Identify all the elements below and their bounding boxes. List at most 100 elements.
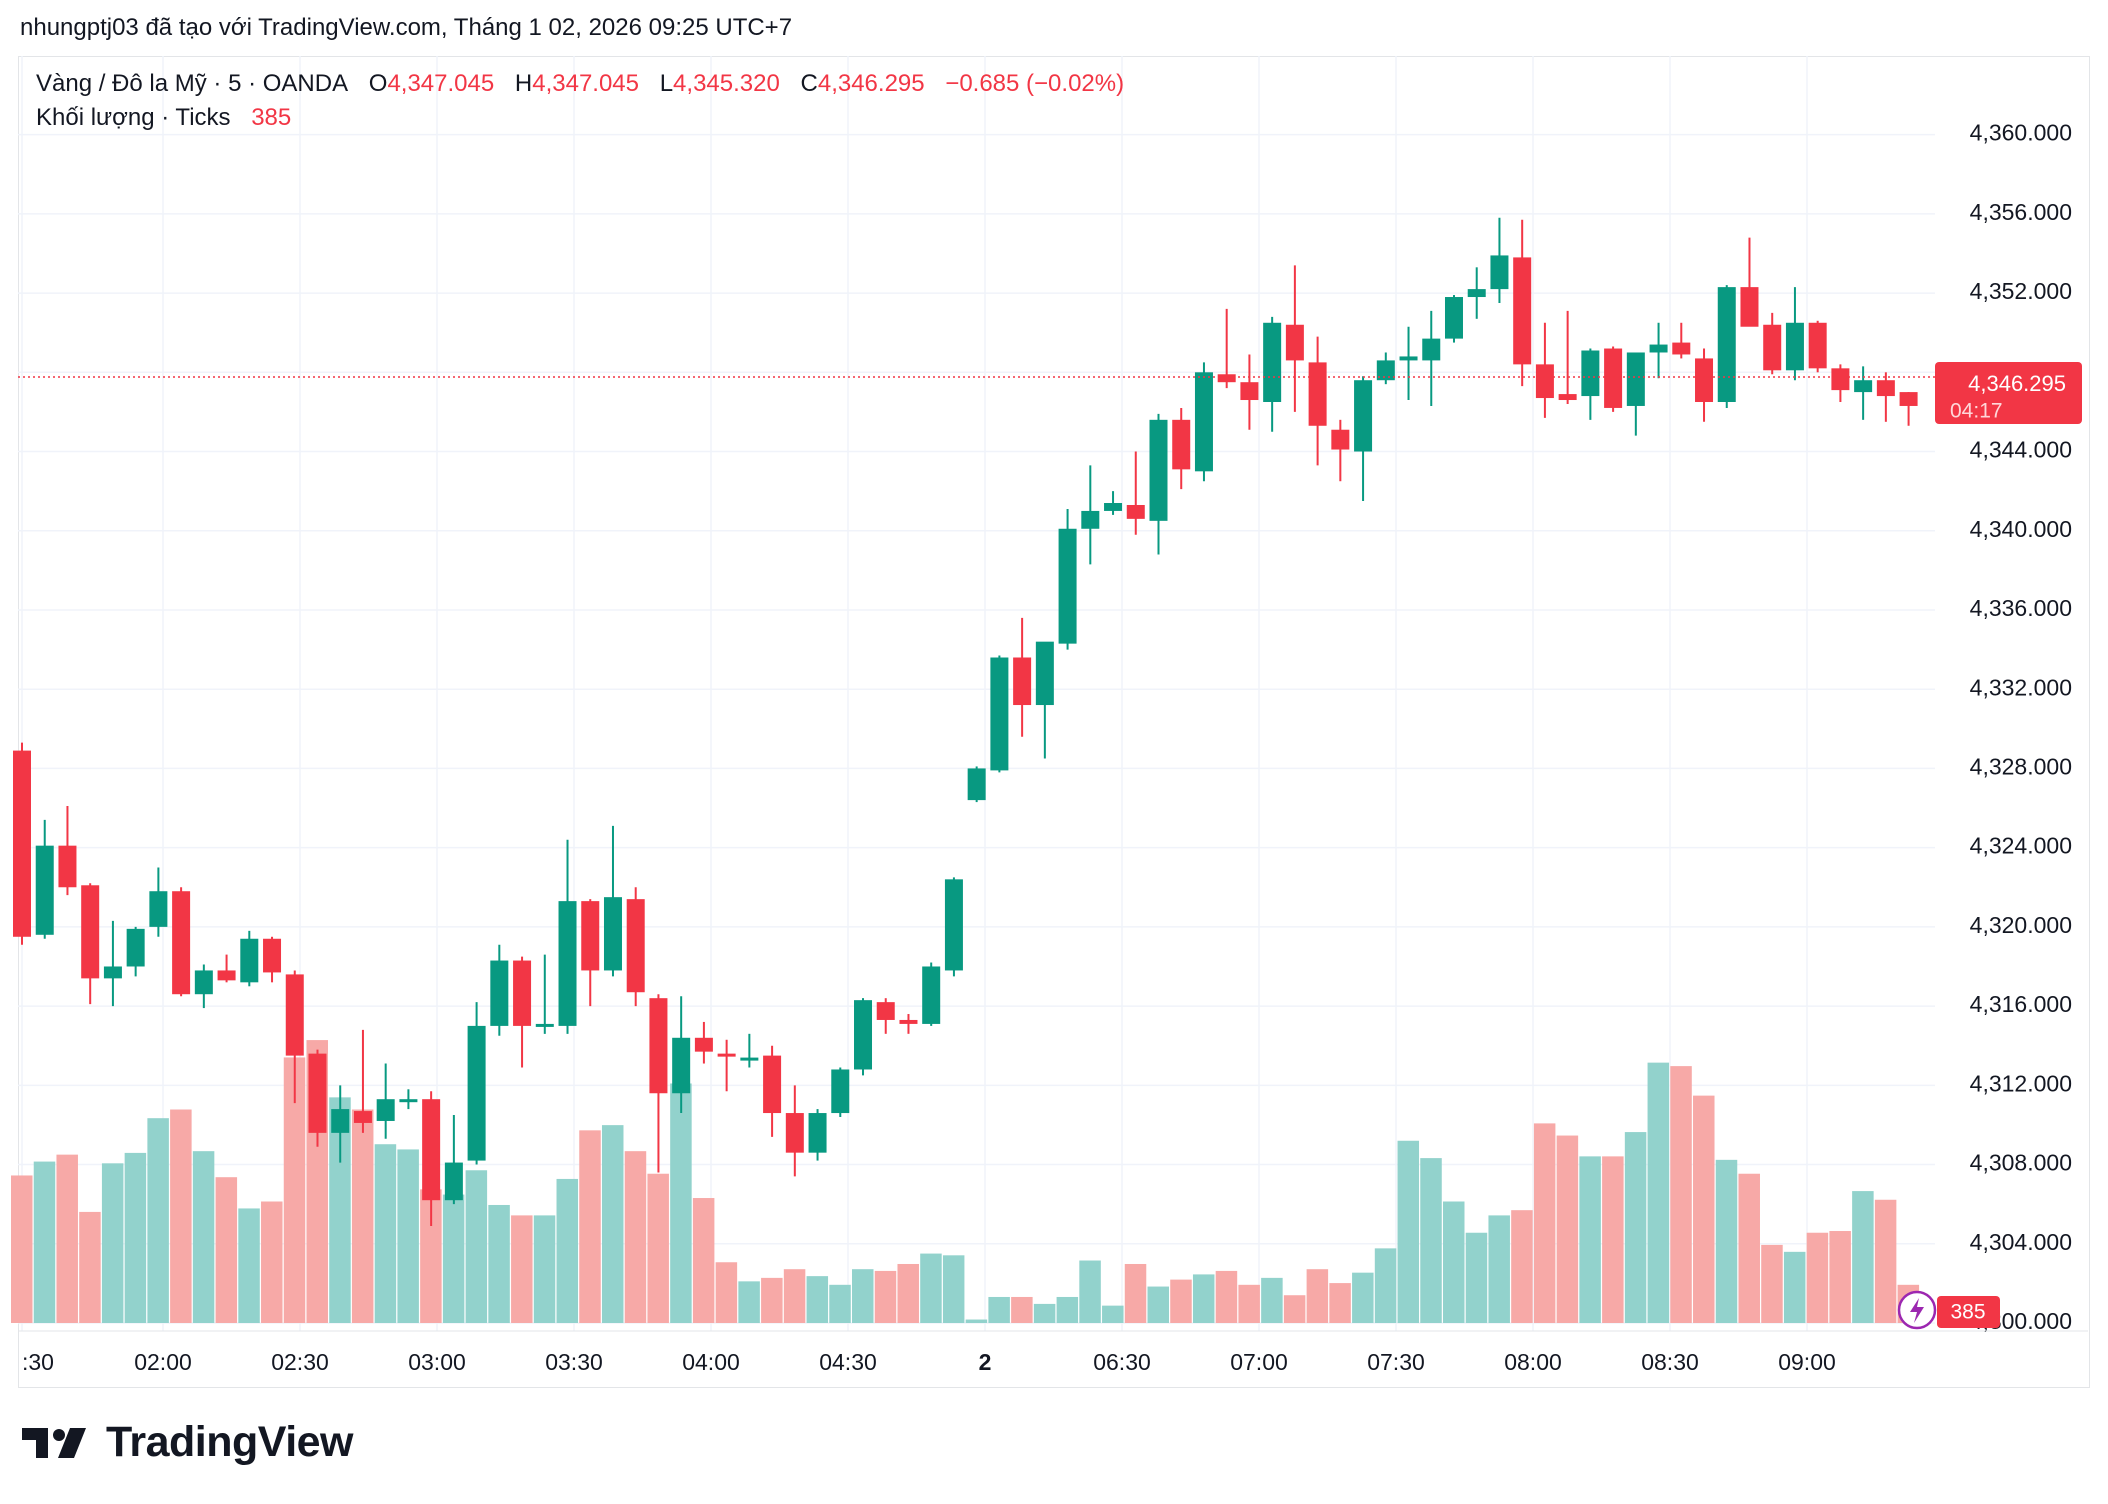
candle-body[interactable]: [967, 768, 986, 801]
candle-body[interactable]: [353, 1111, 372, 1123]
candle-body[interactable]: [422, 1099, 441, 1201]
candle-body[interactable]: [535, 1023, 554, 1027]
candle-body[interactable]: [149, 891, 168, 927]
candle-body[interactable]: [1513, 257, 1532, 365]
candle-body[interactable]: [854, 1000, 873, 1070]
candle-body[interactable]: [1285, 324, 1304, 361]
candle-body[interactable]: [285, 974, 304, 1056]
candle-body[interactable]: [399, 1099, 418, 1103]
candle-body[interactable]: [1831, 368, 1850, 391]
candle-body[interactable]: [240, 938, 259, 983]
candle-body[interactable]: [81, 885, 100, 979]
candle-body[interactable]: [1104, 503, 1123, 511]
candle-body[interactable]: [1331, 429, 1350, 450]
candle-body[interactable]: [1217, 374, 1236, 383]
candle-body[interactable]: [444, 1162, 463, 1201]
candle-body[interactable]: [1558, 394, 1577, 401]
candle-body[interactable]: [1399, 356, 1418, 361]
candle-body[interactable]: [490, 960, 509, 1026]
close-label: C: [800, 70, 818, 97]
candle-body[interactable]: [1581, 350, 1600, 397]
candle-body[interactable]: [1854, 380, 1873, 393]
candle-body[interactable]: [808, 1113, 827, 1153]
candle-body[interactable]: [876, 1002, 895, 1020]
candle-body[interactable]: [1035, 641, 1054, 706]
candle-body[interactable]: [376, 1099, 395, 1121]
candle-body[interactable]: [785, 1113, 804, 1153]
candle-body[interactable]: [1785, 322, 1804, 371]
candle-body[interactable]: [581, 901, 600, 971]
candle-body[interactable]: [1763, 324, 1782, 371]
candle-body[interactable]: [103, 966, 122, 979]
candle-body[interactable]: [649, 998, 668, 1094]
candle-body[interactable]: [1013, 657, 1032, 706]
candle-body[interactable]: [672, 1037, 691, 1094]
candle-body[interactable]: [558, 901, 577, 1026]
volume-bar: [1465, 1232, 1488, 1323]
candle-body[interactable]: [126, 928, 145, 967]
candle-body[interactable]: [603, 897, 622, 971]
candle-body[interactable]: [1058, 528, 1077, 644]
candle-body[interactable]: [172, 891, 191, 995]
candle-body[interactable]: [1240, 382, 1259, 401]
candle-body[interactable]: [1649, 344, 1668, 353]
candle-body[interactable]: [763, 1055, 782, 1114]
candle-body[interactable]: [1467, 289, 1486, 298]
volume-bar: [533, 1215, 556, 1323]
open-value: 4,347.045: [387, 70, 495, 97]
volume-bar: [329, 1097, 351, 1323]
candle-body[interactable]: [1740, 287, 1759, 327]
candle-body[interactable]: [1376, 360, 1395, 381]
high-value: 4,347.045: [532, 70, 640, 97]
candle-body[interactable]: [194, 970, 213, 995]
candle-body[interactable]: [740, 1057, 759, 1061]
candle-body[interactable]: [1604, 348, 1623, 408]
candle-body[interactable]: [1899, 392, 1918, 406]
candle-body[interactable]: [1149, 419, 1168, 521]
candle-body[interactable]: [1444, 297, 1463, 339]
volume-label[interactable]: Khối lượng · Ticks: [36, 104, 231, 131]
volume-bar: [738, 1281, 760, 1323]
candle-body[interactable]: [1172, 419, 1191, 470]
candle-body[interactable]: [1194, 372, 1213, 472]
candle-body[interactable]: [831, 1069, 850, 1114]
candle-body[interactable]: [35, 845, 54, 935]
tradingview-logo[interactable]: TradingView: [22, 1418, 354, 1467]
candle-body[interactable]: [1717, 287, 1736, 402]
candle-body[interactable]: [1263, 322, 1282, 402]
candle-body[interactable]: [1695, 358, 1714, 402]
candle-body[interactable]: [1626, 352, 1645, 406]
candle-body[interactable]: [263, 938, 282, 973]
price-tag: 4,346.295 04:17: [1935, 362, 2082, 424]
volume-bar: [715, 1262, 738, 1323]
candle-body[interactable]: [513, 960, 532, 1026]
volume-bar: [1511, 1210, 1533, 1323]
candle-body[interactable]: [944, 879, 963, 971]
candle-body[interactable]: [13, 750, 31, 937]
candle-body[interactable]: [1422, 338, 1441, 361]
candle-body[interactable]: [467, 1025, 486, 1161]
candle-body[interactable]: [1535, 364, 1554, 399]
candle-body[interactable]: [694, 1037, 713, 1052]
candle-body[interactable]: [626, 899, 645, 993]
candle-body[interactable]: [1354, 380, 1373, 452]
candle-body[interactable]: [1308, 362, 1327, 426]
candle-body[interactable]: [1490, 255, 1509, 290]
symbol-name[interactable]: Vàng / Đô la Mỹ · 5 · OANDA: [36, 70, 349, 97]
volume-bar: [1261, 1277, 1283, 1323]
candle-body[interactable]: [1126, 504, 1145, 519]
candle-body[interactable]: [308, 1053, 327, 1133]
candle-body[interactable]: [331, 1109, 350, 1133]
candle-body[interactable]: [1808, 322, 1827, 369]
candle-body[interactable]: [1672, 342, 1691, 355]
candle-body[interactable]: [922, 966, 941, 1024]
candle-body[interactable]: [899, 1019, 918, 1024]
candle-body[interactable]: [58, 845, 77, 888]
candle-body[interactable]: [717, 1053, 736, 1057]
candle-body[interactable]: [1081, 510, 1100, 529]
candle-body[interactable]: [990, 657, 1009, 771]
candle-body[interactable]: [1876, 380, 1895, 397]
candle-body[interactable]: [217, 970, 236, 981]
volume-bar: [1283, 1295, 1306, 1323]
